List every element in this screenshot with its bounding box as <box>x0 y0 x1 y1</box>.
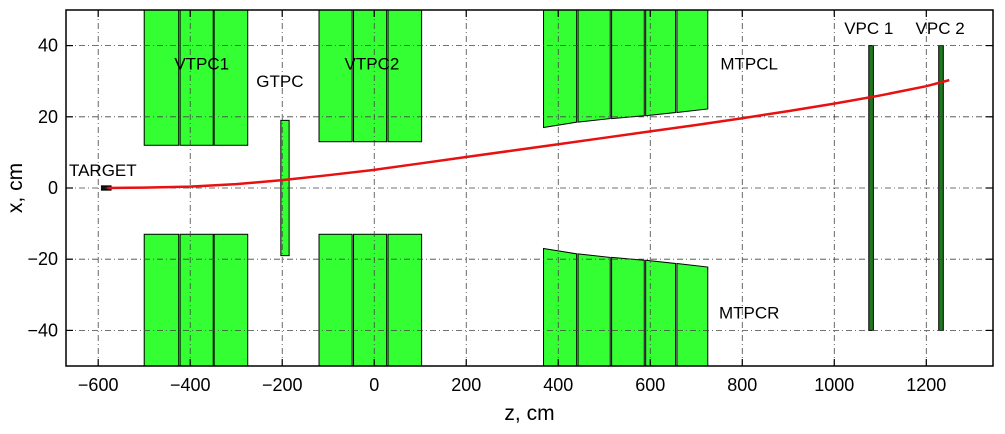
detector-layer <box>100 9 944 367</box>
vtpc2-chamber <box>353 233 388 367</box>
vtpc2-chamber <box>387 233 423 367</box>
x-tick-label: 400 <box>543 375 573 395</box>
y-tick-label: 40 <box>38 36 58 56</box>
vtpc2-chamber <box>318 233 353 367</box>
x-axis-title: z, cm <box>504 402 554 425</box>
label-vtpc2: VTPC2 <box>345 54 400 73</box>
mtpcl-chamber <box>611 9 645 120</box>
vtpc2-chamber <box>353 9 388 143</box>
label-gtpc: GTPC <box>256 72 303 91</box>
grid-layer <box>66 10 993 366</box>
label-mtpcl: MTPCL <box>720 54 778 73</box>
tick-layer: −600 −400 −200 0 200 400 600 800 1000 1200−40−200… <box>27 10 993 395</box>
vtpc2-chamber <box>387 9 423 143</box>
vtpc1-chamber <box>213 9 249 146</box>
vtpc1-chamber <box>143 9 180 146</box>
y-tick-label: 0 <box>48 178 58 198</box>
mtpcl-chamber <box>543 9 578 129</box>
mtpcr-chamber <box>676 262 709 367</box>
label-mtpcr: MTPCR <box>719 304 779 323</box>
y-tick-label: −40 <box>27 320 58 340</box>
track-layer <box>107 78 950 190</box>
x-tick-label: 1000 <box>814 375 854 395</box>
y-axis-title: x, cm <box>4 163 27 213</box>
label-vtpc1: VTPC1 <box>174 54 229 73</box>
x-tick-label: 200 <box>451 375 481 395</box>
label-vpc-1: VPC 1 <box>844 19 893 38</box>
y-tick-label: 20 <box>38 107 58 127</box>
vtpc2-chamber <box>318 9 353 143</box>
x-tick-label: −200 <box>262 375 303 395</box>
particle-track-line <box>107 78 950 190</box>
x-tick-label: −600 <box>78 375 119 395</box>
vtpc1-chamber <box>179 9 214 146</box>
mtpcl-chamber <box>577 9 611 123</box>
x-tick-label: −400 <box>170 375 211 395</box>
vtpc1-chamber <box>213 233 249 367</box>
x-tick-label: 1200 <box>906 375 946 395</box>
vtpc1-chamber <box>143 233 180 367</box>
label-vpc-2: VPC 2 <box>916 19 965 38</box>
label-layer: VTPC1 GTPC VTPC2 MTPCL MTPCR TARGET VPC 1 VPC 2 <box>69 19 965 323</box>
mtpcl-chamber <box>676 9 709 114</box>
x-tick-label: 800 <box>727 375 757 395</box>
label-target: TARGET <box>69 161 137 180</box>
x-tick-label: 600 <box>635 375 665 395</box>
mtpcr-chamber <box>543 247 578 367</box>
mtpcr-chamber <box>611 256 645 367</box>
vtpc1-chamber <box>179 233 214 367</box>
mtpcr-chamber <box>577 253 611 367</box>
x-tick-label: 0 <box>369 375 379 395</box>
y-tick-label: −20 <box>27 249 58 269</box>
